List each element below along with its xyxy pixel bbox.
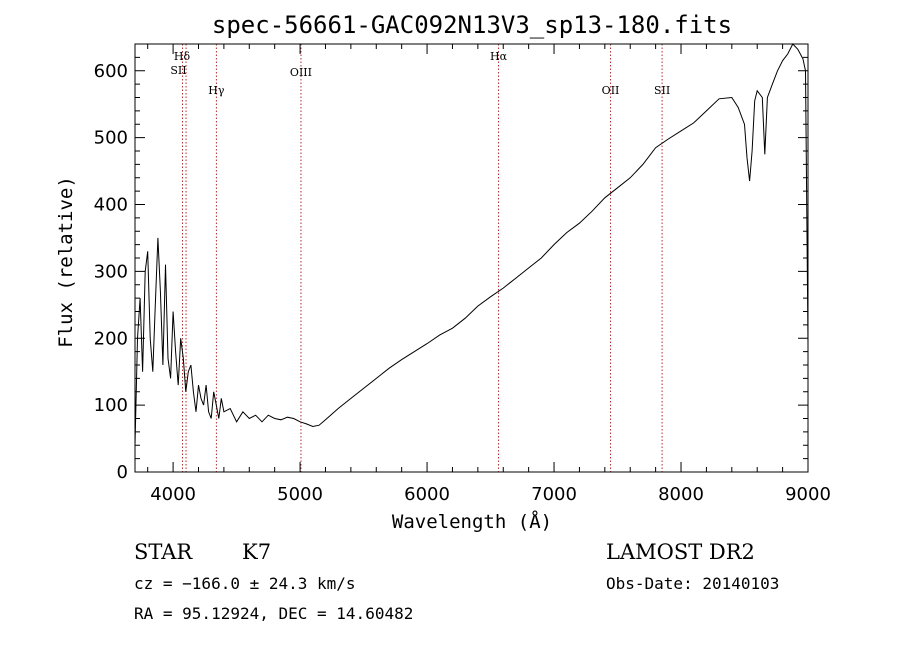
obs-date-text: Obs-Date: 20140103 xyxy=(606,574,779,593)
line-marker-label: OII xyxy=(602,84,620,97)
x-tick-label: 4000 xyxy=(150,484,196,505)
y-tick-label: 500 xyxy=(94,128,128,149)
redshift-text: cz = −166.0 ± 24.3 km/s xyxy=(134,574,356,593)
y-axis-label: Flux (relative) xyxy=(55,176,77,348)
line-marker-label: SII xyxy=(654,84,670,97)
x-tick-label: 9000 xyxy=(785,484,831,505)
object-class: STAR xyxy=(134,540,193,564)
spectrum-line xyxy=(134,43,809,446)
chart-title: spec-56661-GAC092N13V3_sp13-180.fits xyxy=(212,11,732,39)
x-tick-label: 7000 xyxy=(531,484,577,505)
y-tick-label: 0 xyxy=(117,462,128,483)
line-marker-label: Hγ xyxy=(208,84,225,97)
x-tick-label: 8000 xyxy=(658,484,704,505)
x-tick-label: 5000 xyxy=(277,484,323,505)
coordinates-text: RA = 95.12924, DEC = 14.60482 xyxy=(134,604,413,623)
plot-frame xyxy=(134,43,809,473)
y-tick-label: 600 xyxy=(94,61,128,82)
line-marker-label: SII xyxy=(170,64,186,77)
y-tick-label: 200 xyxy=(94,328,128,349)
survey-name: LAMOST DR2 xyxy=(606,540,755,564)
line-marker-label: Hα xyxy=(490,50,508,63)
x-tick-label: 6000 xyxy=(404,484,450,505)
y-tick-label: 300 xyxy=(94,261,128,282)
object-subclass: K7 xyxy=(242,540,271,564)
y-tick-label: 400 xyxy=(94,195,128,216)
x-axis-label: Wavelength (Å) xyxy=(392,510,552,533)
line-marker-label: OIII xyxy=(290,66,312,79)
line-marker-label: Hδ xyxy=(174,50,191,63)
y-tick-label: 100 xyxy=(94,395,128,416)
